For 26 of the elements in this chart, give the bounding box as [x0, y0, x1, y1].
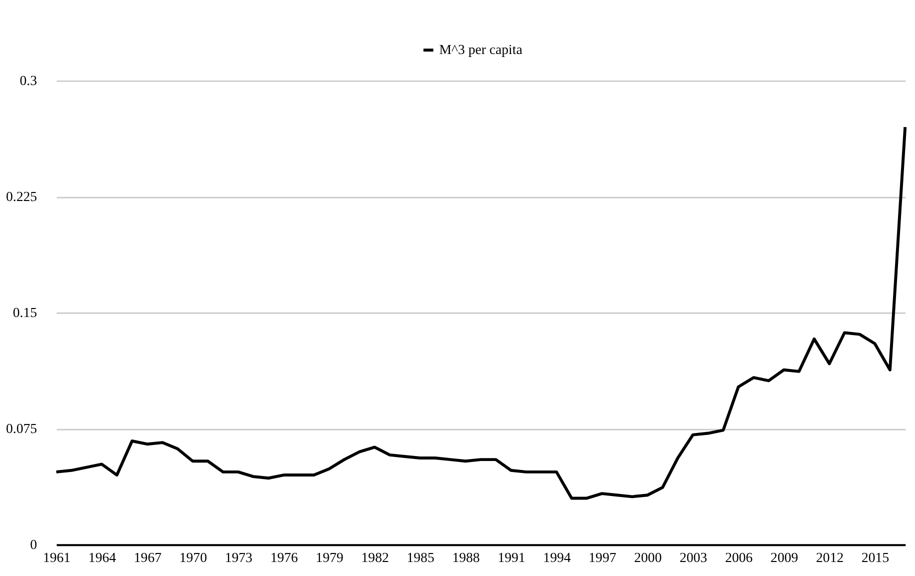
x-tick-label: 1982	[361, 550, 389, 565]
x-tick-label: 1967	[134, 550, 162, 565]
x-tick-label: 1988	[452, 550, 480, 565]
x-tick-label: 1961	[42, 550, 71, 565]
x-tick-label: 2009	[770, 550, 798, 565]
line-series	[54, 126, 907, 500]
legend-label: M^3 per capita	[439, 42, 522, 58]
x-tick-label: 2003	[680, 550, 708, 565]
x-tick-label: 1976	[270, 550, 298, 565]
x-tick-label: 1997	[588, 550, 616, 565]
x-tick-label: 1994	[543, 550, 571, 565]
x-tick-label: 1985	[406, 550, 434, 565]
y-tick-label: 0	[30, 537, 38, 552]
x-tick-label: 1970	[179, 550, 208, 565]
x-tick-label: 1964	[88, 550, 116, 565]
x-tick-label: 2012	[816, 550, 844, 565]
x-tick-label: 2006	[725, 550, 753, 565]
y-tick-label: 0.3	[20, 73, 38, 88]
x-tick-label: 1991	[498, 550, 526, 565]
x-tick-label: 1973	[224, 550, 253, 565]
y-tick-label: 0.075	[6, 421, 38, 436]
x-tick-label: 2015	[862, 550, 890, 565]
x-tick-label: 2000	[634, 550, 662, 565]
y-tick-label: 0.15	[12, 305, 38, 320]
y-tick-label: 0.225	[6, 189, 38, 204]
x-tick-label: 1979	[316, 550, 344, 565]
